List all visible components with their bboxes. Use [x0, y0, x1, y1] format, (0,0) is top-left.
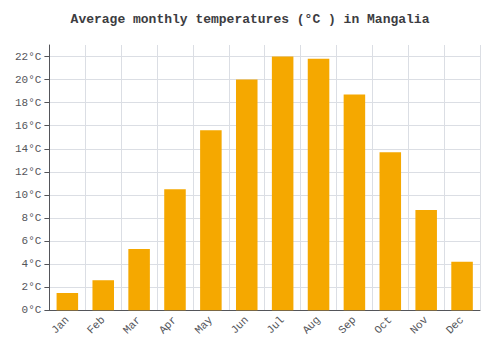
svg-text:22°C: 22°C	[15, 51, 42, 63]
svg-text:Average monthly temperatures (: Average monthly temperatures (°C ) in Ma…	[71, 12, 430, 27]
svg-text:Sep: Sep	[336, 314, 358, 336]
svg-text:14°C: 14°C	[15, 143, 42, 155]
svg-text:Feb: Feb	[85, 314, 107, 336]
svg-text:6°C: 6°C	[22, 235, 42, 247]
svg-text:12°C: 12°C	[15, 166, 42, 178]
svg-text:Oct: Oct	[372, 314, 394, 336]
svg-text:20°C: 20°C	[15, 74, 42, 86]
svg-text:18°C: 18°C	[15, 97, 42, 109]
svg-text:Aug: Aug	[300, 314, 322, 336]
svg-text:May: May	[193, 314, 216, 337]
svg-text:16°C: 16°C	[15, 120, 42, 132]
svg-text:4°C: 4°C	[22, 258, 42, 270]
svg-text:8°C: 8°C	[22, 212, 42, 224]
svg-text:Jun: Jun	[229, 314, 251, 336]
svg-text:Apr: Apr	[157, 314, 179, 336]
svg-text:Jan: Jan	[49, 314, 71, 336]
svg-text:0°C: 0°C	[22, 304, 42, 316]
svg-text:10°C: 10°C	[15, 189, 42, 201]
svg-text:2°C: 2°C	[22, 281, 42, 293]
svg-text:Jul: Jul	[264, 314, 286, 336]
svg-text:Nov: Nov	[408, 314, 431, 337]
svg-text:Mar: Mar	[121, 314, 143, 336]
svg-text:Dec: Dec	[444, 314, 466, 336]
